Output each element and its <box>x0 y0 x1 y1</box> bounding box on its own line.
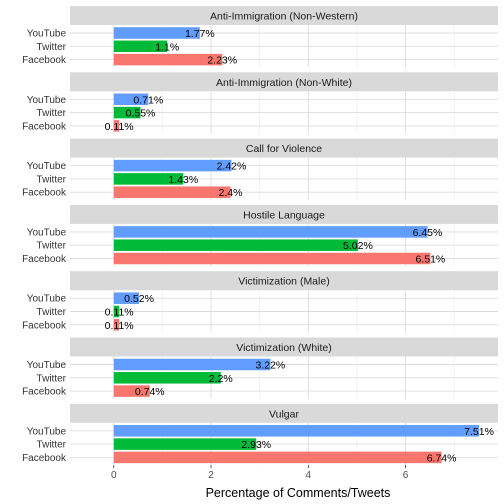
value-label: 0.74% <box>135 386 165 398</box>
category-label: YouTube <box>27 161 67 172</box>
x-tick-label: 4 <box>306 470 312 481</box>
x-tick-label: 6 <box>403 470 409 481</box>
category-label: YouTube <box>27 294 67 305</box>
panel-title: Hostile Language <box>243 209 325 221</box>
value-label: 3.22% <box>255 360 285 372</box>
value-label: 1.77% <box>185 28 215 40</box>
panel-strip <box>70 204 498 224</box>
x-axis-title: Percentage of Comments/Tweets <box>206 486 391 500</box>
x-axis: 0 2 4 6 <box>111 465 409 481</box>
category-label: Twitter <box>37 174 67 185</box>
bar-youtube <box>113 358 271 371</box>
panel-3: Hostile Language YouTube 6.45% Twitter 5.02%… <box>22 204 498 267</box>
value-label: 0.11% <box>105 121 134 133</box>
bar-facebook <box>113 319 120 331</box>
panel-title: Victimization (White) <box>236 342 332 354</box>
category-label: YouTube <box>27 426 67 437</box>
bar-twitter <box>113 40 168 53</box>
panel-1: Anti-Immigration (Non-White) YouTube 0.71%… <box>22 72 498 134</box>
category-label: YouTube <box>27 360 67 371</box>
value-label: 0.11% <box>105 320 134 332</box>
panel-strip <box>70 403 498 423</box>
category-label: Twitter <box>37 108 67 119</box>
panel-5: Victimization (White) YouTube 3.22% Twitter… <box>22 337 498 399</box>
category-label: Facebook <box>22 121 67 132</box>
bar-youtube <box>113 292 140 304</box>
category-label: Facebook <box>22 320 67 331</box>
bar-youtube <box>113 93 149 106</box>
bar-facebook <box>113 120 120 132</box>
value-label: 1.43% <box>168 174 198 186</box>
category-label: Facebook <box>22 453 67 464</box>
bar-twitter <box>113 173 184 185</box>
category-label: Facebook <box>22 387 67 398</box>
category-label: YouTube <box>27 29 67 40</box>
bar-twitter <box>113 305 120 318</box>
bar-youtube <box>113 27 200 39</box>
panel-strip <box>70 138 498 158</box>
bar-youtube <box>113 226 428 238</box>
category-label: YouTube <box>27 227 67 238</box>
panel-title: Vulgar <box>269 408 299 420</box>
value-label: 6.74% <box>427 452 457 464</box>
bar-facebook <box>113 252 431 265</box>
panel-2: Call for Violence YouTube 2.42% Twitter 1.43… <box>22 138 498 200</box>
panel-title: Victimization (Male) <box>238 276 329 288</box>
value-label: 0.55% <box>126 108 156 120</box>
value-label: 5.02% <box>343 240 373 252</box>
bar-youtube <box>113 425 480 437</box>
panel-strip <box>70 271 498 291</box>
category-label: Facebook <box>22 188 67 199</box>
bar-twitter <box>113 106 141 119</box>
panel-strip <box>70 337 498 357</box>
bar-youtube <box>113 159 232 172</box>
panel-0: Anti-Immigration (Non-Western) YouTube 1.7… <box>22 6 498 68</box>
value-label: 0.11% <box>105 307 134 319</box>
bar-twitter <box>113 372 221 384</box>
value-label: 6.51% <box>416 254 446 266</box>
bar-facebook <box>113 385 150 397</box>
bar-twitter <box>113 239 358 251</box>
bar-facebook <box>113 451 442 464</box>
category-label: YouTube <box>27 95 67 106</box>
value-label: 0.71% <box>133 94 163 106</box>
category-label: Twitter <box>37 373 67 384</box>
category-label: Twitter <box>37 241 67 252</box>
category-label: Twitter <box>37 440 67 451</box>
value-label: 1.1% <box>155 41 179 53</box>
panel-title: Anti-Immigration (Non-White) <box>216 77 352 89</box>
x-tick-label: 2 <box>208 470 214 481</box>
bar-facebook <box>113 53 223 66</box>
category-label: Twitter <box>37 42 67 53</box>
panel-strip <box>70 72 498 92</box>
panel-4: Victimization (Male) YouTube 0.52% Twitter 0… <box>22 271 498 333</box>
bar-facebook <box>113 186 231 198</box>
value-label: 2.42% <box>217 161 247 173</box>
value-label: 0.52% <box>124 293 154 305</box>
category-label: Facebook <box>22 254 67 265</box>
panel-strip <box>70 6 498 25</box>
x-tick-label: 0 <box>111 470 117 481</box>
panel-title: Call for Violence <box>246 143 322 155</box>
value-label: 7.51% <box>464 426 494 438</box>
value-label: 2.4% <box>219 187 243 199</box>
value-label: 6.45% <box>413 227 443 239</box>
value-label: 2.93% <box>241 439 271 451</box>
panel-6: Vulgar YouTube 7.51% Twitter 2.93% Facebook 6.… <box>22 403 498 466</box>
category-label: Twitter <box>37 307 67 318</box>
value-label: 2.2% <box>209 373 233 385</box>
panel-title: Anti-Immigration (Non-Western) <box>210 11 358 23</box>
chart-panels: Anti-Immigration (Non-Western) YouTube 1.7… <box>22 6 498 466</box>
category-label: Facebook <box>22 55 67 66</box>
bar-twitter <box>113 438 257 450</box>
value-label: 2.23% <box>207 55 237 67</box>
